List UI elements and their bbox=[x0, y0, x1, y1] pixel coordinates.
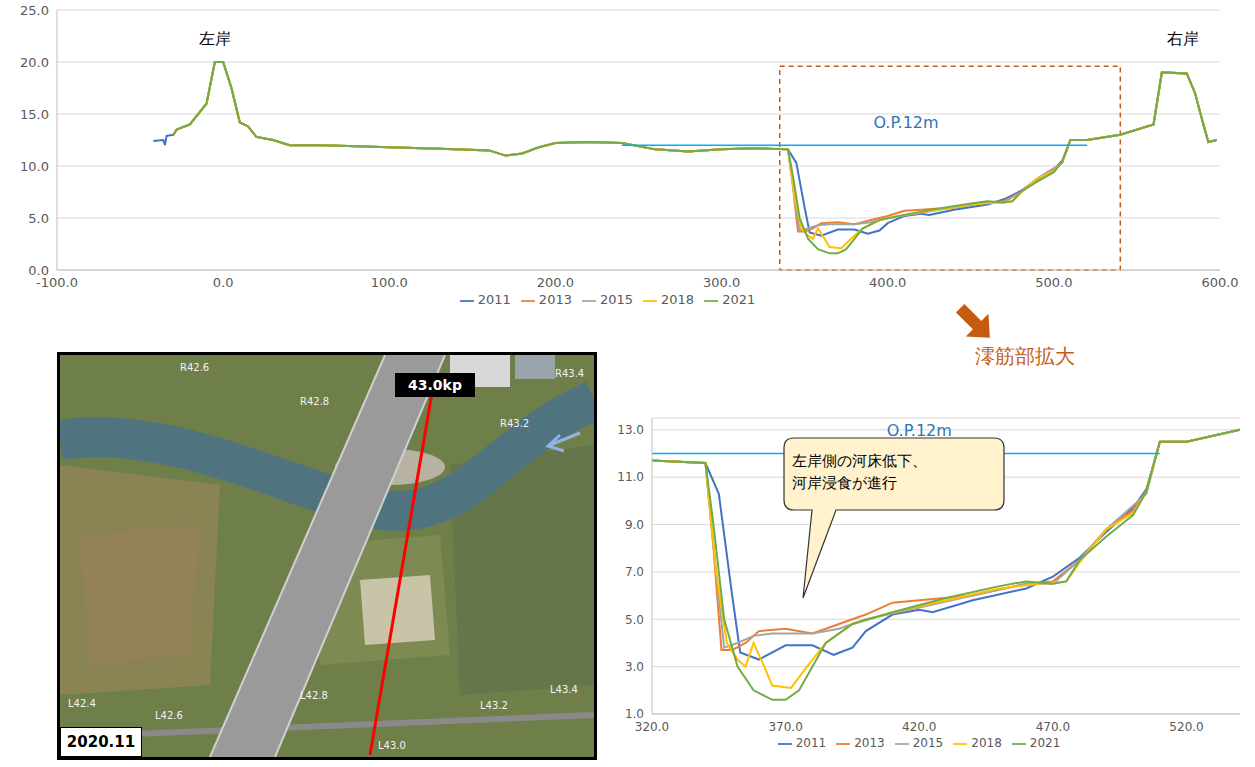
svg-text:1.0: 1.0 bbox=[625, 707, 644, 721]
html-text:2020.11: 2020.11 bbox=[66, 733, 136, 751]
html-text:河岸浸食が進行: 河岸浸食が進行 bbox=[792, 474, 897, 492]
svg-text:100.0: 100.0 bbox=[371, 275, 408, 290]
svg-text:15.0: 15.0 bbox=[20, 107, 49, 122]
svg-text:10.0: 10.0 bbox=[20, 159, 49, 174]
svg-text:320.0: 320.0 bbox=[635, 720, 669, 734]
svg-text:13.0: 13.0 bbox=[617, 423, 644, 437]
svg-text:300.0: 300.0 bbox=[703, 275, 740, 290]
html-text:澪筋部拡大: 澪筋部拡大 bbox=[975, 344, 1075, 368]
svg-text:470.0: 470.0 bbox=[1036, 720, 1070, 734]
html-text:2011: 2011 bbox=[795, 736, 827, 750]
html-text:2021: 2021 bbox=[1029, 736, 1061, 750]
svg-text:L42.4: L42.4 bbox=[68, 698, 96, 709]
svg-text:5.0: 5.0 bbox=[625, 613, 644, 627]
svg-text:R43.2: R43.2 bbox=[500, 418, 529, 429]
html-text:2013: 2013 bbox=[538, 292, 572, 307]
html-text:2018: 2018 bbox=[661, 292, 695, 307]
svg-text:200.0: 200.0 bbox=[537, 275, 574, 290]
svg-text:400.0: 400.0 bbox=[869, 275, 906, 290]
svg-text:L43.2: L43.2 bbox=[480, 700, 508, 711]
html-text:43.0kp: 43.0kp bbox=[408, 377, 462, 393]
svg-text:-100.0: -100.0 bbox=[36, 275, 78, 291]
svg-text:3.0: 3.0 bbox=[625, 660, 644, 674]
svg-text:L42.6: L42.6 bbox=[155, 710, 183, 721]
svg-text:O.P.12m: O.P.12m bbox=[887, 421, 952, 440]
svg-text:右岸: 右岸 bbox=[1167, 29, 1199, 48]
svg-text:R42.6: R42.6 bbox=[180, 362, 209, 373]
svg-text:R43.4: R43.4 bbox=[555, 368, 584, 379]
svg-text:9.0: 9.0 bbox=[625, 518, 644, 532]
svg-text:5.0: 5.0 bbox=[28, 211, 49, 226]
svg-text:L43.0: L43.0 bbox=[378, 740, 406, 751]
svg-text:0.0: 0.0 bbox=[213, 275, 234, 290]
html-text:2011: 2011 bbox=[477, 292, 511, 307]
svg-text:20.0: 20.0 bbox=[20, 55, 49, 70]
svg-text:520.0: 520.0 bbox=[1169, 720, 1203, 734]
html-text:2015: 2015 bbox=[912, 736, 944, 750]
html-text:2018: 2018 bbox=[971, 736, 1002, 750]
svg-text:25.0: 25.0 bbox=[20, 3, 49, 18]
svg-text:420.0: 420.0 bbox=[902, 720, 936, 734]
svg-text:7.0: 7.0 bbox=[625, 565, 644, 579]
svg-text:0.0: 0.0 bbox=[28, 263, 49, 278]
svg-text:L42.8: L42.8 bbox=[300, 690, 328, 701]
svg-text:O.P.12m: O.P.12m bbox=[873, 113, 938, 132]
svg-text:R42.8: R42.8 bbox=[300, 396, 329, 407]
svg-text:L43.4: L43.4 bbox=[550, 684, 578, 695]
svg-text:500.0: 500.0 bbox=[1035, 275, 1072, 290]
svg-text:左岸: 左岸 bbox=[199, 29, 231, 48]
svg-text:11.0: 11.0 bbox=[617, 470, 644, 484]
svg-text:370.0: 370.0 bbox=[768, 720, 802, 734]
html-text:左岸側の河床低下、: 左岸側の河床低下、 bbox=[792, 452, 927, 470]
html-text:2013: 2013 bbox=[854, 736, 885, 750]
html-text:2015: 2015 bbox=[600, 292, 633, 307]
html-text:2021: 2021 bbox=[722, 292, 756, 307]
svg-text:600.0: 600.0 bbox=[1201, 275, 1238, 290]
